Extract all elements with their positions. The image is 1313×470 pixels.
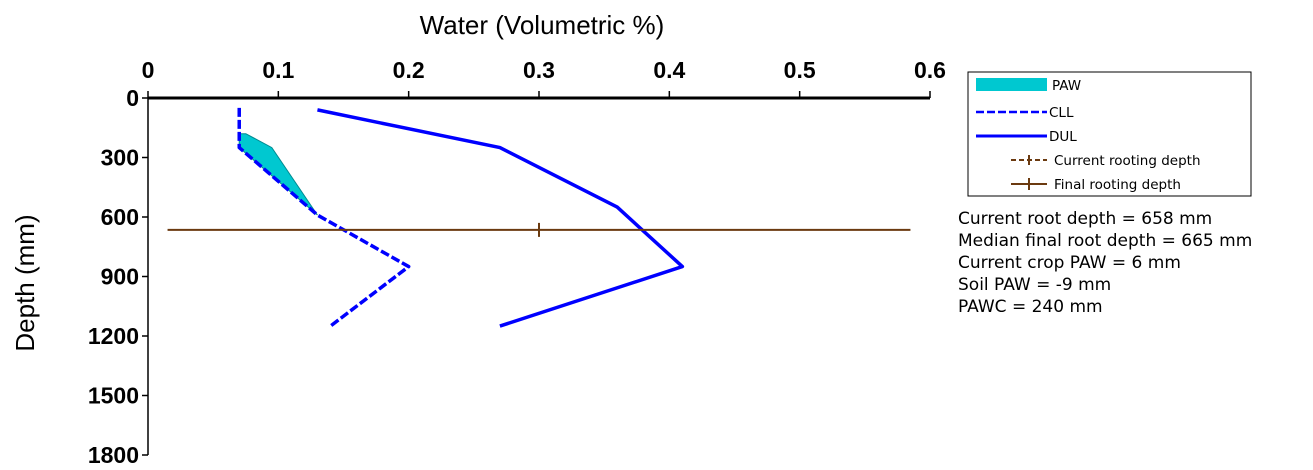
legend-label-final-rooting: Final rooting depth [1054, 177, 1181, 193]
x-axis-title: Water (Volumetric %) [420, 10, 665, 40]
y-tick-label: 1500 [88, 383, 139, 409]
y-tick-label: 300 [101, 145, 139, 171]
legend-label-current-rooting: Current rooting depth [1054, 153, 1201, 169]
y-tick-label: 1200 [88, 323, 139, 349]
legend-swatch-paw [976, 78, 1047, 91]
x-tick-label: 0.5 [784, 57, 816, 83]
stat-current-crop-paw: Current crop PAW = 6 mm [958, 253, 1181, 273]
stat-soil-paw: Soil PAW = -9 mm [958, 275, 1112, 295]
stat-median-final-root-depth: Median final root depth = 665 mm [958, 231, 1253, 251]
dul-line [317, 108, 685, 328]
cll-line [237, 107, 411, 328]
legend-label-paw: PAW [1052, 78, 1081, 94]
y-axis-title: Depth (mm) [10, 214, 40, 351]
legend-label-cll: CLL [1049, 105, 1074, 121]
plot-area [167, 107, 911, 328]
stat-pawc: PAWC = 240 mm [958, 297, 1103, 317]
y-tick-label: 0 [126, 85, 139, 111]
y-tick-label: 1800 [88, 442, 139, 468]
legend-box [967, 71, 1252, 197]
tick-group: 0 0.1 0.2 0.3 0.4 0.5 0.6 0 300 600 900 1200 1500 180… [88, 57, 946, 468]
legend: PAW CLL DUL Current rooting depth Final … [967, 71, 1252, 197]
x-tick-label: 0.4 [653, 57, 685, 83]
x-tick-label: 0.3 [523, 57, 555, 83]
x-tick-label: 0 [142, 57, 155, 83]
y-tick-label: 600 [101, 204, 139, 230]
x-tick-label: 0.2 [393, 57, 425, 83]
legend-label-dul: DUL [1049, 129, 1077, 145]
x-tick-label: 0.6 [914, 57, 946, 83]
x-tick-label: 0.1 [262, 57, 294, 83]
y-tick-label: 900 [101, 264, 139, 290]
stat-current-root-depth: Current root depth = 658 mm [958, 209, 1213, 229]
